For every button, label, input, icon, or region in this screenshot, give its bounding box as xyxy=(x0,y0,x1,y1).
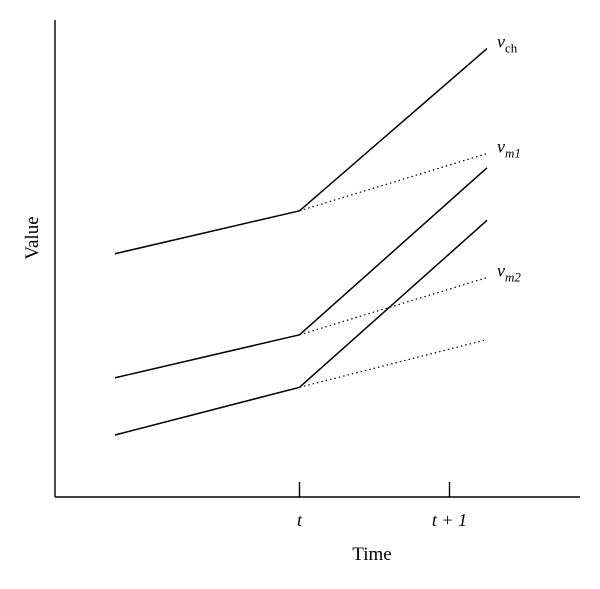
axes xyxy=(54,20,580,498)
series-layer xyxy=(114,48,488,436)
x-tick-label-0: t xyxy=(297,510,303,530)
y-axis-title: Value xyxy=(22,216,43,259)
series-line-1 xyxy=(299,152,488,212)
series-line-5 xyxy=(299,339,488,388)
series-label-v-m1: vm1 xyxy=(497,137,521,161)
series-labels: vch vm1 vm2 xyxy=(497,32,521,285)
x-tick-label-1: t + 1 xyxy=(432,510,467,530)
series-line-4 xyxy=(114,219,488,436)
series-line-0 xyxy=(114,48,488,255)
series-label-v-m2: vm2 xyxy=(497,261,521,285)
x-ticks: t t + 1 xyxy=(297,482,467,530)
series-line-2 xyxy=(114,167,488,379)
series-label-v-ch: vch xyxy=(497,32,518,56)
x-axis-title: Time xyxy=(352,544,391,565)
series-line-3 xyxy=(299,277,488,336)
